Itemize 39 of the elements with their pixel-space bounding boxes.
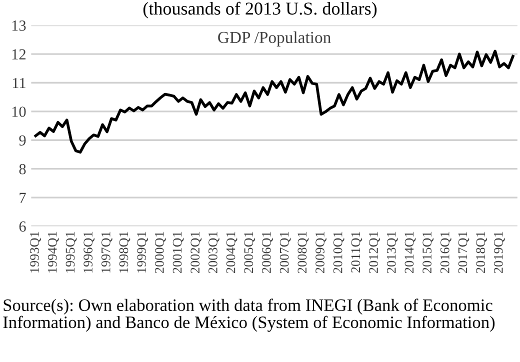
x-tick-label: 1999Q1 — [137, 232, 148, 272]
x-tick-label: 1994Q1 — [48, 232, 59, 272]
x-tick-label: 2015Q1 — [422, 232, 434, 274]
line-series — [34, 50, 514, 154]
x-tick-label: 2019Q1 — [494, 232, 505, 274]
x-tick-label: 1993Q1 — [30, 232, 41, 272]
y-tick-label: 8 — [19, 164, 26, 174]
x-tick-label: 2002Q1 — [190, 232, 202, 274]
y-tick-label: 6 — [19, 221, 26, 232]
x-tick-label: 2001Q1 — [172, 232, 184, 274]
x-tick-label: 1998Q1 — [119, 232, 130, 272]
x-tick-label: 2003Q1 — [208, 232, 220, 274]
y-tick-label: 7 — [20, 192, 26, 203]
y-tick-label: 9 — [19, 135, 26, 146]
x-tick-label: 2012Q1 — [369, 232, 380, 274]
x-tick-label: 2007Q1 — [280, 232, 291, 274]
x-tick-label: 2016Q1 — [440, 232, 452, 274]
x-tick-label: 2009Q1 — [316, 232, 326, 274]
chart-subtitle: GDP /Population — [218, 31, 331, 46]
x-tick-label: 2008Q1 — [298, 232, 309, 274]
x-tick-label: 2005Q1 — [244, 232, 256, 274]
y-tick-label: 10 — [12, 106, 26, 117]
x-tick-label: 2017Q1 — [458, 232, 470, 274]
y-tick-label: 11 — [12, 78, 26, 88]
y-tick-label: 13 — [12, 20, 26, 31]
x-tick-label: 2010Q1 — [333, 232, 344, 274]
x-tick-label: 2000Q1 — [154, 232, 166, 274]
x-tick-label: 1996Q1 — [84, 232, 94, 272]
x-tick-label: 2004Q1 — [226, 232, 238, 274]
source-note: Source(s): Own elaboration with data from INEGI (Bank of Economic Information) and Banco de México (System of Economic Information) — [3, 298, 495, 332]
chart-title: (thousands of 2013 U.S. dollars) — [143, 2, 377, 18]
y-tick-label: 12 — [12, 49, 26, 60]
x-tick-label: 1995Q1 — [66, 232, 77, 272]
x-tick-label: 2018Q1 — [476, 232, 488, 274]
x-tick-label: 2006Q1 — [262, 232, 273, 274]
x-tick-label: 2014Q1 — [404, 232, 416, 274]
x-tick-label: 2011Q1 — [351, 232, 362, 273]
x-tick-label: 2013Q1 — [386, 232, 398, 274]
x-tick-label: 1997Q1 — [101, 232, 112, 272]
